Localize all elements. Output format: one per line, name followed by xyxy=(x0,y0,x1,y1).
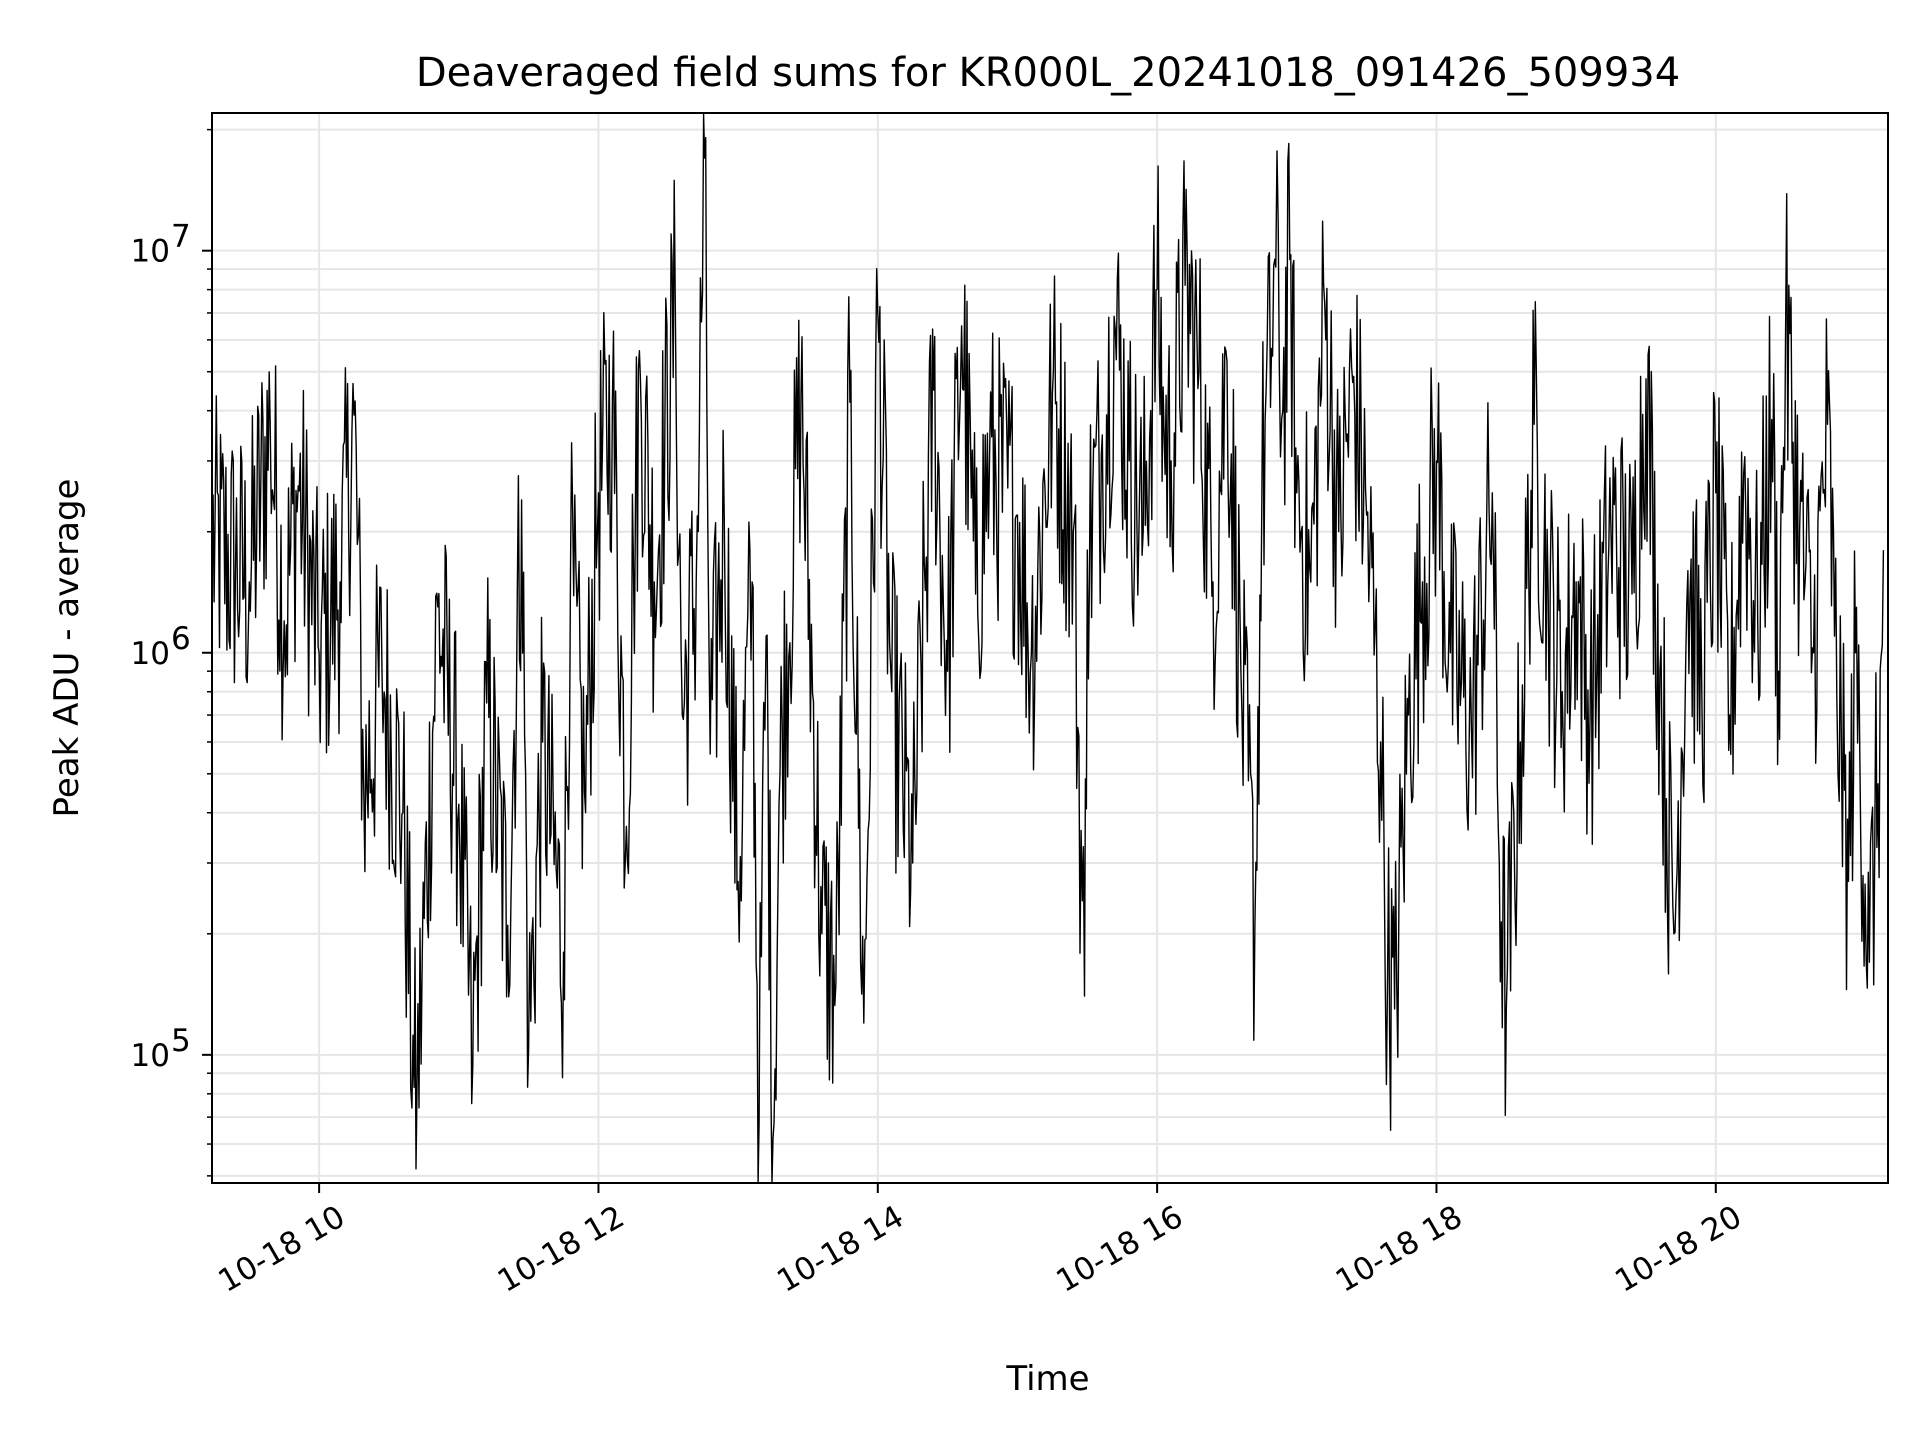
y-tick-label: 10 xyxy=(131,636,170,672)
y-axis-label: Peak ADU - average xyxy=(47,479,87,818)
y-tick-exponent: 7 xyxy=(171,219,191,255)
y-tick-exponent: 6 xyxy=(171,621,191,657)
series-layer xyxy=(211,113,1885,1184)
series-line xyxy=(211,113,1885,1184)
y-tick-label: 10 xyxy=(131,1038,170,1074)
plot-frame xyxy=(211,112,1889,1184)
plot-background xyxy=(212,113,1888,1183)
x-axis-label: Time xyxy=(1005,1359,1089,1399)
chart-title: Deaveraged field sums for KR000L_2024101… xyxy=(416,50,1680,96)
y-tick-label: 10 xyxy=(131,234,170,270)
y-tick-exponent: 5 xyxy=(171,1023,191,1059)
